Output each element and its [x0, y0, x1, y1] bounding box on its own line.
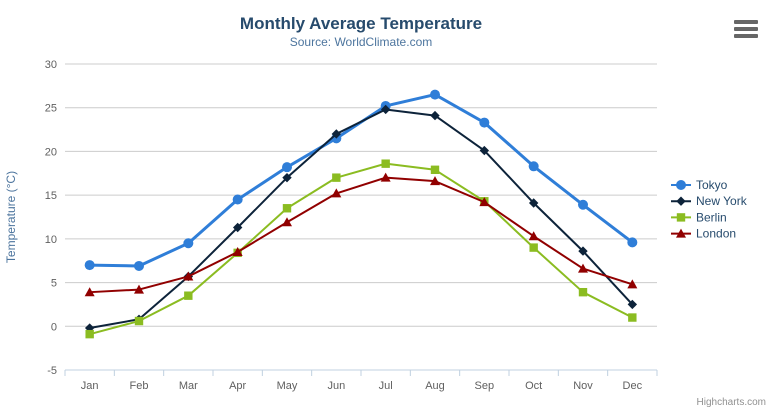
data-point[interactable] — [232, 246, 243, 256]
data-point[interactable] — [331, 129, 342, 139]
x-axis-label: Aug — [425, 380, 445, 392]
x-axis-label: Apr — [229, 380, 246, 392]
data-point[interactable] — [529, 243, 538, 252]
data-point[interactable] — [578, 199, 588, 210]
series-new-york — [84, 104, 638, 333]
series-line — [88, 93, 634, 268]
series-line — [88, 176, 634, 294]
data-point[interactable] — [134, 316, 144, 326]
data-point[interactable] — [479, 145, 490, 156]
data-point[interactable] — [627, 237, 638, 248]
y-axis-label: 5 — [51, 278, 57, 290]
x-axis-label: Oct — [525, 380, 542, 392]
data-point[interactable] — [528, 198, 539, 208]
legend-marker-circle-icon — [676, 180, 686, 190]
series-line — [88, 162, 634, 336]
x-axis-label: May — [277, 380, 298, 392]
x-axis-labels: Jan Feb Mar Apr May Jun Jul Aug Sep Oct Nov Dec — [81, 380, 643, 392]
data-point[interactable] — [85, 329, 94, 339]
hamburger-icon — [734, 27, 758, 31]
x-axis-label: Jan — [81, 380, 99, 392]
data-point[interactable] — [528, 231, 539, 241]
data-point[interactable] — [381, 159, 390, 168]
data-point[interactable] — [380, 172, 391, 182]
data-point[interactable] — [430, 110, 440, 121]
data-point[interactable] — [282, 172, 292, 183]
legend-marker-square-icon — [676, 213, 686, 222]
data-point[interactable] — [134, 260, 144, 271]
y-axis-label: 20 — [45, 146, 57, 158]
data-point[interactable] — [282, 217, 292, 227]
data-point[interactable] — [627, 279, 638, 289]
data-point[interactable] — [331, 188, 342, 198]
data-point[interactable] — [578, 263, 588, 273]
highcharts-credit-link[interactable]: Highcharts.com — [697, 397, 766, 408]
x-axis-label: Jul — [379, 380, 393, 392]
y-axis-label: 25 — [45, 103, 57, 115]
legend-item-new-york[interactable]: New York — [671, 194, 748, 208]
data-point[interactable] — [282, 162, 292, 173]
data-point[interactable] — [479, 117, 490, 128]
series-group — [84, 89, 638, 339]
data-point[interactable] — [84, 260, 95, 271]
y-axis-title: Temperature (°C) — [4, 171, 18, 263]
data-point[interactable] — [578, 246, 588, 256]
data-point[interactable] — [184, 291, 193, 300]
y-axis-label: -5 — [47, 365, 57, 377]
y-axis-labels: 30 25 20 15 10 5 0 -5 — [45, 59, 57, 377]
data-point[interactable] — [628, 313, 637, 322]
export-menu-button[interactable] — [734, 20, 758, 38]
legend-marker-triangle-icon — [676, 228, 686, 238]
data-point[interactable] — [183, 271, 194, 281]
x-axis-label: Nov — [573, 380, 593, 392]
data-point[interactable] — [528, 161, 539, 172]
legend-label: Tokyo — [696, 178, 728, 192]
chart-title: Monthly Average Temperature — [240, 14, 482, 33]
y-axis-label: 10 — [45, 234, 57, 246]
data-point[interactable] — [380, 104, 391, 115]
hamburger-icon — [734, 20, 758, 24]
data-point[interactable] — [479, 197, 490, 207]
legend-label: London — [696, 227, 736, 241]
x-axis-label: Feb — [130, 380, 149, 392]
series-london — [84, 172, 638, 297]
x-axis-label: Mar — [179, 380, 198, 392]
x-axis-label: Dec — [623, 380, 643, 392]
y-axis-label: 0 — [51, 321, 57, 333]
series-line — [88, 108, 634, 330]
legend-label: Berlin — [696, 210, 727, 224]
x-axis-label: Jun — [327, 380, 345, 392]
legend-item-berlin[interactable]: Berlin — [671, 210, 727, 224]
x-axis-label: Sep — [475, 380, 495, 392]
data-point[interactable] — [578, 287, 588, 297]
hamburger-icon — [734, 34, 758, 38]
y-axis-label: 15 — [45, 190, 57, 202]
data-point[interactable] — [84, 287, 95, 297]
legend-label: New York — [696, 194, 748, 208]
data-point[interactable] — [627, 299, 638, 310]
x-axis — [64, 369, 658, 376]
data-point[interactable] — [282, 204, 292, 213]
data-point[interactable] — [232, 194, 243, 205]
data-point[interactable] — [232, 222, 243, 233]
chart-subtitle: Source: WorldClimate.com — [290, 35, 433, 49]
data-point[interactable] — [430, 176, 440, 186]
data-point[interactable] — [332, 173, 341, 182]
legend-item-london[interactable]: London — [671, 227, 736, 241]
y-axis-label: 30 — [45, 59, 57, 71]
legend: Tokyo New York Berlin London — [671, 178, 748, 241]
data-point[interactable] — [183, 238, 194, 249]
gridlines — [65, 63, 657, 371]
data-point[interactable] — [430, 89, 440, 100]
data-point[interactable] — [430, 165, 440, 174]
data-point[interactable] — [134, 284, 144, 294]
series-tokyo — [84, 89, 638, 271]
legend-item-tokyo[interactable]: Tokyo — [671, 178, 728, 192]
legend-marker-diamond-icon — [676, 196, 686, 206]
